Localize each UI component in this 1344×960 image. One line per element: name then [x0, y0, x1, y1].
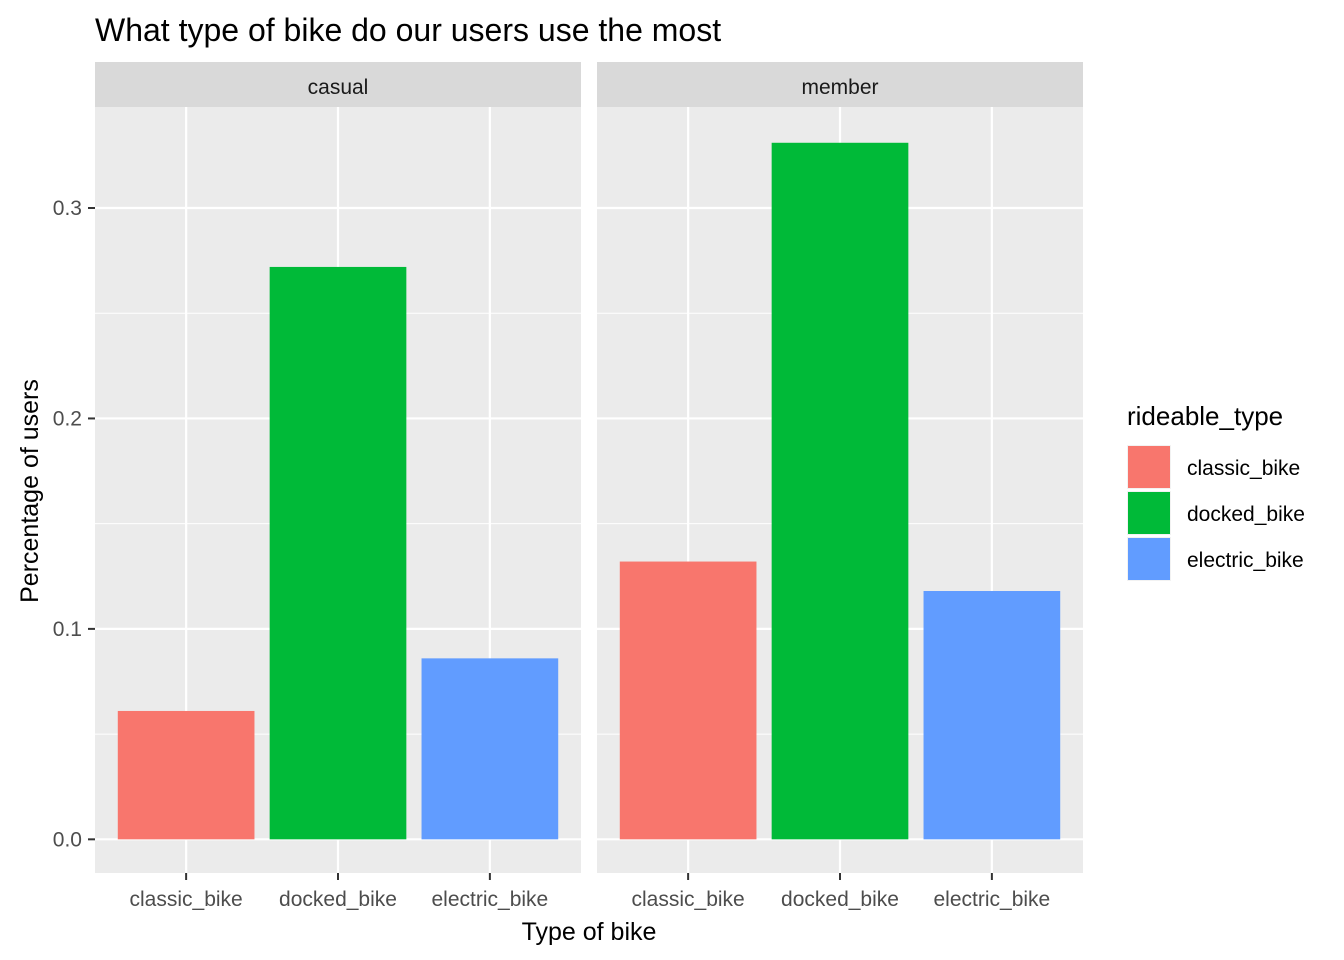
- chart-title: What type of bike do our users use the m…: [95, 12, 721, 48]
- x-tick-label: docked_bike: [781, 888, 899, 911]
- bar-member-classic_bike: [619, 561, 757, 840]
- legend-swatch: [1128, 492, 1170, 534]
- legend: rideable_type classic_bike docked_bikeelec…: [1127, 401, 1305, 581]
- legend-swatch: [1128, 446, 1170, 488]
- strip-label-casual: casual: [308, 76, 369, 99]
- bar-casual-classic_bike: [117, 710, 255, 840]
- strip-background: [597, 62, 1083, 107]
- bar-member-docked_bike: [771, 142, 909, 840]
- x-tick-label: electric_bike: [934, 888, 1051, 911]
- legend-label: electric_bike: [1187, 549, 1304, 572]
- legend-label: classic_bike: [1187, 457, 1300, 480]
- facet-panel-member: classic_bike docked_bike electric_bike memb…: [597, 62, 1083, 911]
- strip-label-member: member: [801, 76, 878, 99]
- y-tick-label: 0.0: [53, 828, 82, 851]
- legend-item-classic_bike: classic_bike: [1127, 445, 1300, 489]
- y-axis: 0.0 0.1 0.2 0.3: [53, 197, 95, 851]
- x-tick-label: classic_bike: [632, 888, 745, 911]
- y-tick-label: 0.2: [53, 407, 82, 430]
- y-tick-label: 0.3: [53, 197, 82, 220]
- strip-background: [95, 62, 581, 107]
- x-tick-label: classic_bike: [130, 888, 243, 911]
- x-tick-label: electric_bike: [432, 888, 549, 911]
- legend-swatch: [1128, 538, 1170, 580]
- legend-item-electric_bike: electric_bike: [1127, 537, 1304, 581]
- bar-casual-electric_bike: [421, 658, 559, 840]
- legend-label: docked_bike: [1187, 503, 1305, 526]
- y-tick-label: 0.1: [53, 618, 82, 641]
- facet-panels: classic_bike docked_bike electric_bike casu…: [95, 62, 1083, 911]
- bar-member-electric_bike: [923, 591, 1061, 840]
- y-axis-title: Percentage of users: [16, 379, 44, 603]
- x-tick-label: docked_bike: [279, 888, 397, 911]
- facet-panel-casual: classic_bike docked_bike electric_bike casu…: [95, 62, 581, 911]
- bar-casual-docked_bike: [269, 266, 407, 840]
- legend-item-docked_bike: docked_bike: [1127, 491, 1305, 535]
- legend-title: rideable_type: [1127, 401, 1283, 431]
- x-axis-title: Type of bike: [522, 918, 657, 946]
